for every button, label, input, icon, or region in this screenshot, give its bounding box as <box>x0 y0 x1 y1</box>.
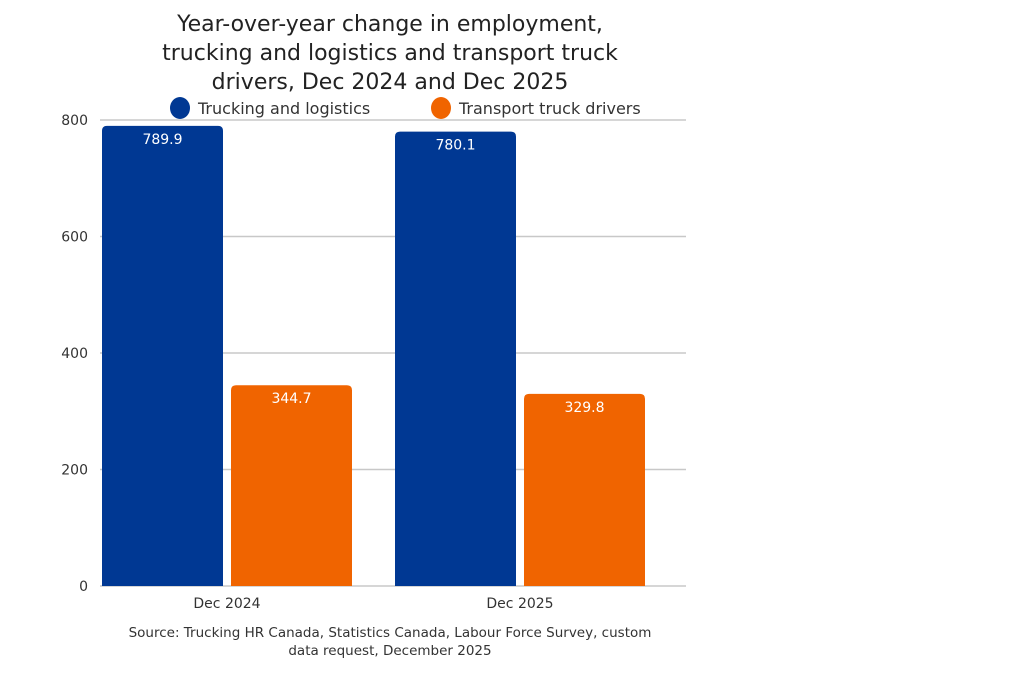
y-tick-label: 600 <box>61 230 88 246</box>
y-tick-label: 200 <box>61 463 88 479</box>
data-label: 780.1 <box>435 138 475 154</box>
y-tick-label: 800 <box>61 113 88 129</box>
data-label: 789.9 <box>142 132 182 148</box>
x-tick-label: Dec 2024 <box>193 596 260 612</box>
source-note-line-1: Source: Trucking HR Canada, Statistics C… <box>129 625 652 641</box>
chart-title-line-2: trucking and logistics and transport tru… <box>162 41 618 66</box>
data-label: 344.7 <box>271 391 311 407</box>
bar-trucking-and-logistics-dec-2025 <box>395 131 516 587</box>
y-tick-label: 400 <box>61 346 88 362</box>
x-tick-label: Dec 2025 <box>486 596 553 612</box>
legend: Trucking and logistics Transport truck d… <box>170 97 641 119</box>
legend-label-trucking-logistics: Trucking and logistics <box>197 99 370 118</box>
y-tick-label: 0 <box>79 579 88 595</box>
bar-transport-truck-drivers-dec-2024 <box>231 385 352 586</box>
chart-title-line-3: drivers, Dec 2024 and Dec 2025 <box>212 70 569 95</box>
bar-trucking-and-logistics-dec-2024 <box>102 125 223 587</box>
legend-label-truck-drivers: Transport truck drivers <box>458 99 641 118</box>
bar-transport-truck-drivers-dec-2025 <box>524 393 645 586</box>
chart-title-line-1: Year-over-year change in employment, <box>176 12 603 37</box>
source-note-line-2: data request, December 2025 <box>288 643 491 659</box>
legend-swatch-trucking-logistics <box>170 97 190 119</box>
legend-swatch-truck-drivers <box>431 97 451 119</box>
data-label: 329.8 <box>564 400 604 416</box>
